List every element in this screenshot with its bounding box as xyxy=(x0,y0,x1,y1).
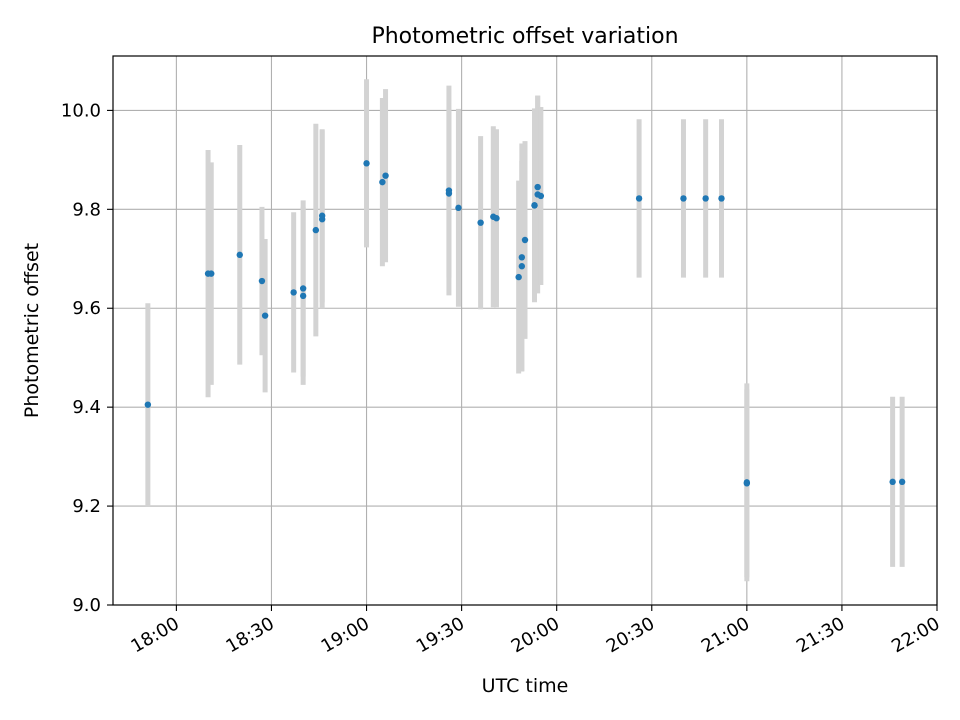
y-tick-label: 9.0 xyxy=(72,595,101,616)
y-axis-label: Photometric offset xyxy=(21,243,43,418)
y-tick-label: 9.8 xyxy=(72,199,101,220)
data-point xyxy=(521,236,529,244)
data-point xyxy=(208,270,215,277)
data-point xyxy=(379,178,386,186)
data-point xyxy=(515,273,522,281)
data-point xyxy=(445,190,453,197)
data-point xyxy=(518,254,526,261)
chart-title: Photometric offset variation xyxy=(371,24,678,49)
x-axis-label: UTC time xyxy=(482,675,569,697)
data-point xyxy=(889,478,896,486)
data-point xyxy=(312,226,320,234)
y-tick-label: 9.4 xyxy=(72,397,101,418)
data-point xyxy=(299,285,307,292)
data-point xyxy=(382,172,389,179)
data-point xyxy=(635,195,643,202)
data-point xyxy=(702,195,709,202)
data-points xyxy=(144,160,906,487)
data-point xyxy=(493,215,500,222)
data-point xyxy=(531,202,538,209)
y-tick-label: 9.2 xyxy=(72,496,101,517)
data-point xyxy=(537,192,545,200)
data-point xyxy=(455,204,462,212)
data-point xyxy=(261,312,269,319)
y-axis-ticks: 9.0 9.2 9.4 9.6 9.8 10.0 xyxy=(61,100,113,616)
data-point xyxy=(743,480,751,487)
data-point xyxy=(318,212,326,219)
data-point xyxy=(718,195,725,202)
data-point xyxy=(363,160,370,167)
data-point xyxy=(680,195,687,202)
data-point xyxy=(898,478,906,486)
data-point xyxy=(518,263,526,270)
plot-frame xyxy=(112,55,938,606)
data-point xyxy=(477,219,484,226)
data-point xyxy=(534,183,541,191)
data-point xyxy=(290,289,297,296)
data-point xyxy=(258,277,266,285)
data-point xyxy=(144,401,152,408)
data-point xyxy=(299,292,307,300)
data-point xyxy=(236,251,243,259)
y-tick-label: 10.0 xyxy=(61,100,101,121)
y-tick-label: 9.6 xyxy=(72,298,101,319)
